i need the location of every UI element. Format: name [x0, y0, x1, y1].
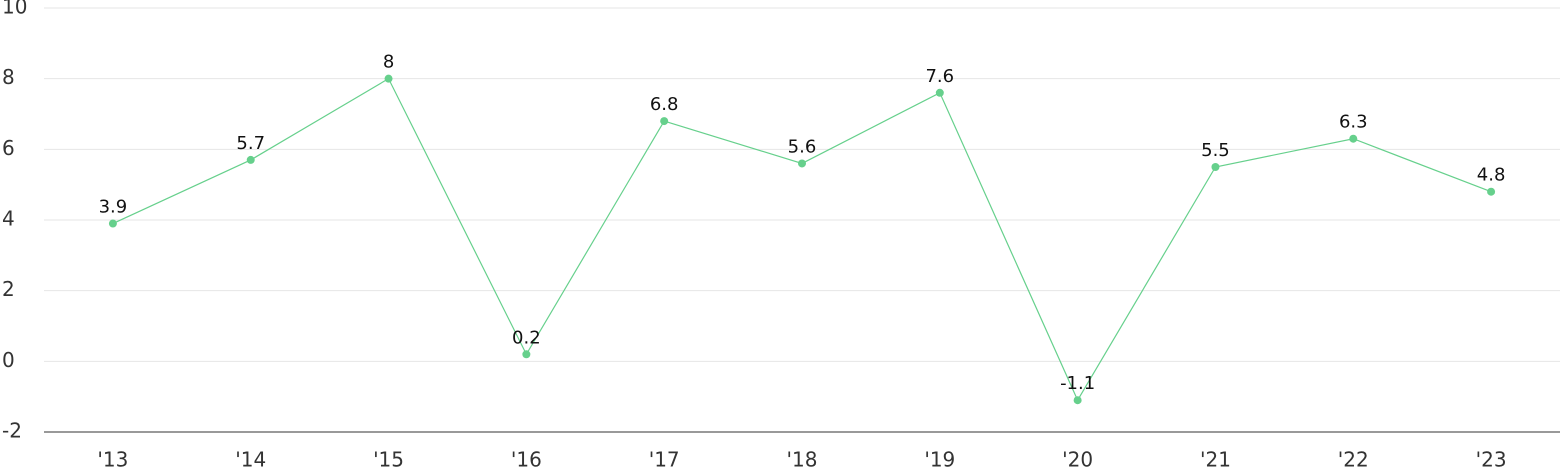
x-tick-label: '15 [373, 448, 404, 471]
y-tick-label: 0 [2, 348, 15, 372]
point [246, 155, 255, 164]
x-tick-label: '23 [1476, 448, 1507, 471]
data-label: 3.9 [99, 197, 128, 218]
x-tick-label: '21 [1200, 448, 1231, 471]
x-tick-label: '13 [97, 448, 128, 471]
point [108, 219, 117, 228]
data-label: 5.7 [236, 133, 265, 154]
data-label: 0.2 [512, 327, 541, 348]
x-tick-label: '19 [924, 448, 955, 471]
x-tick-label: '20 [1062, 448, 1093, 471]
point [660, 117, 669, 126]
y-tick-label: 4 [2, 207, 15, 231]
data-label: 5.6 [788, 136, 817, 157]
data-label: 4.8 [1477, 165, 1506, 186]
point [935, 88, 944, 97]
data-label: 6.3 [1339, 112, 1368, 133]
y-tick-label: 2 [2, 277, 15, 301]
x-tick-label: '14 [235, 448, 266, 471]
point [798, 159, 806, 168]
x-tick-label: '17 [649, 448, 680, 471]
data-label: 6.8 [650, 94, 679, 115]
point [1073, 396, 1082, 405]
point [1211, 163, 1220, 171]
y-tick-label: 8 [2, 65, 15, 89]
point [384, 74, 393, 83]
data-label: 7.6 [925, 66, 954, 87]
x-tick-label: '18 [787, 448, 818, 471]
data-label: 8 [383, 52, 394, 73]
x-tick-label: '22 [1338, 448, 1369, 471]
line [112, 77, 1492, 402]
x-tick-label: '16 [511, 448, 542, 471]
point [1487, 187, 1496, 196]
y-tick-label: -2 [2, 419, 22, 443]
point [1349, 134, 1358, 143]
data-label: -1.1 [1060, 373, 1095, 394]
y-tick-label: 6 [2, 136, 15, 160]
point [522, 350, 531, 359]
data-label: 5.5 [1201, 140, 1230, 161]
y-tick-label: 10 [2, 0, 27, 19]
